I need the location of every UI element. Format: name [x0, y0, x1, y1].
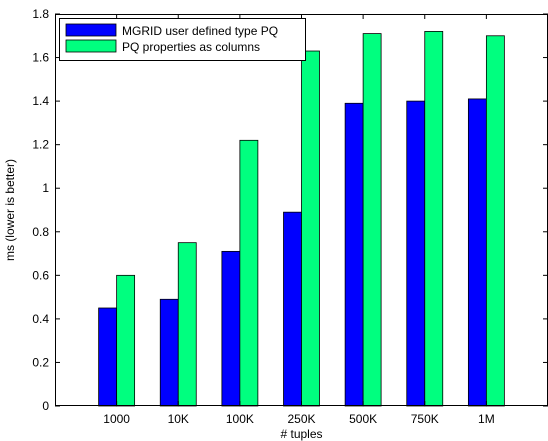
y-tick-label: 1.4	[32, 94, 49, 108]
bar-udt-1M	[467, 98, 487, 407]
y-tick-label: 0	[42, 399, 49, 413]
bar-columns-500K	[362, 33, 382, 407]
x-tick-label: 750K	[411, 412, 439, 426]
bar-columns-750K	[424, 31, 444, 407]
legend-swatch	[65, 23, 117, 37]
x-tick-label: 100K	[226, 412, 254, 426]
bar-udt-250K	[283, 211, 302, 407]
legend-label: MGRID user defined type PQ	[122, 24, 278, 38]
y-tick-label: 1.6	[32, 51, 49, 65]
x-tick-label: 1000	[103, 412, 130, 426]
legend: MGRID user defined type PQ PQ properties …	[59, 18, 306, 61]
y-tick-label: 0.8	[32, 225, 49, 239]
y-tick-label: 1	[42, 181, 49, 195]
bar-udt-1000	[98, 307, 118, 407]
bar-columns-10K	[177, 242, 197, 407]
y-tick-label: 1.2	[32, 138, 49, 152]
x-tick-label: 500K	[349, 412, 377, 426]
x-axis-label: # tuples	[280, 427, 322, 441]
y-tick-label: 0.4	[32, 312, 49, 326]
bar-udt-500K	[344, 102, 364, 407]
bar-columns-250K	[301, 50, 320, 407]
y-tick-label: 0.6	[32, 268, 49, 282]
y-tick-label: 0.2	[32, 355, 49, 369]
bar-columns-1000	[116, 274, 136, 407]
bar-columns-1M	[485, 35, 505, 407]
bar-udt-100K	[221, 250, 241, 407]
bar-columns-100K	[239, 139, 259, 407]
y-axis-label: ms (lower is better)	[3, 159, 17, 261]
x-tick-label: 250K	[287, 412, 315, 426]
y-tick-labels: 0 0.2 0.4 0.6 0.8 1 1.2 1.4 1.6 1.8	[32, 7, 49, 413]
x-tick-labels: 1000 10K 100K 250K 500K 750K 1M	[103, 412, 494, 426]
y-tick-label: 1.8	[32, 7, 49, 21]
legend-label: PQ properties as columns	[122, 40, 260, 54]
legend-swatch	[65, 39, 117, 53]
bar-udt-750K	[406, 100, 426, 407]
x-tick-label: 10K	[168, 412, 189, 426]
legend-box	[59, 18, 306, 61]
x-tick-label: 1M	[478, 412, 495, 426]
bar-udt-10K	[159, 298, 179, 407]
